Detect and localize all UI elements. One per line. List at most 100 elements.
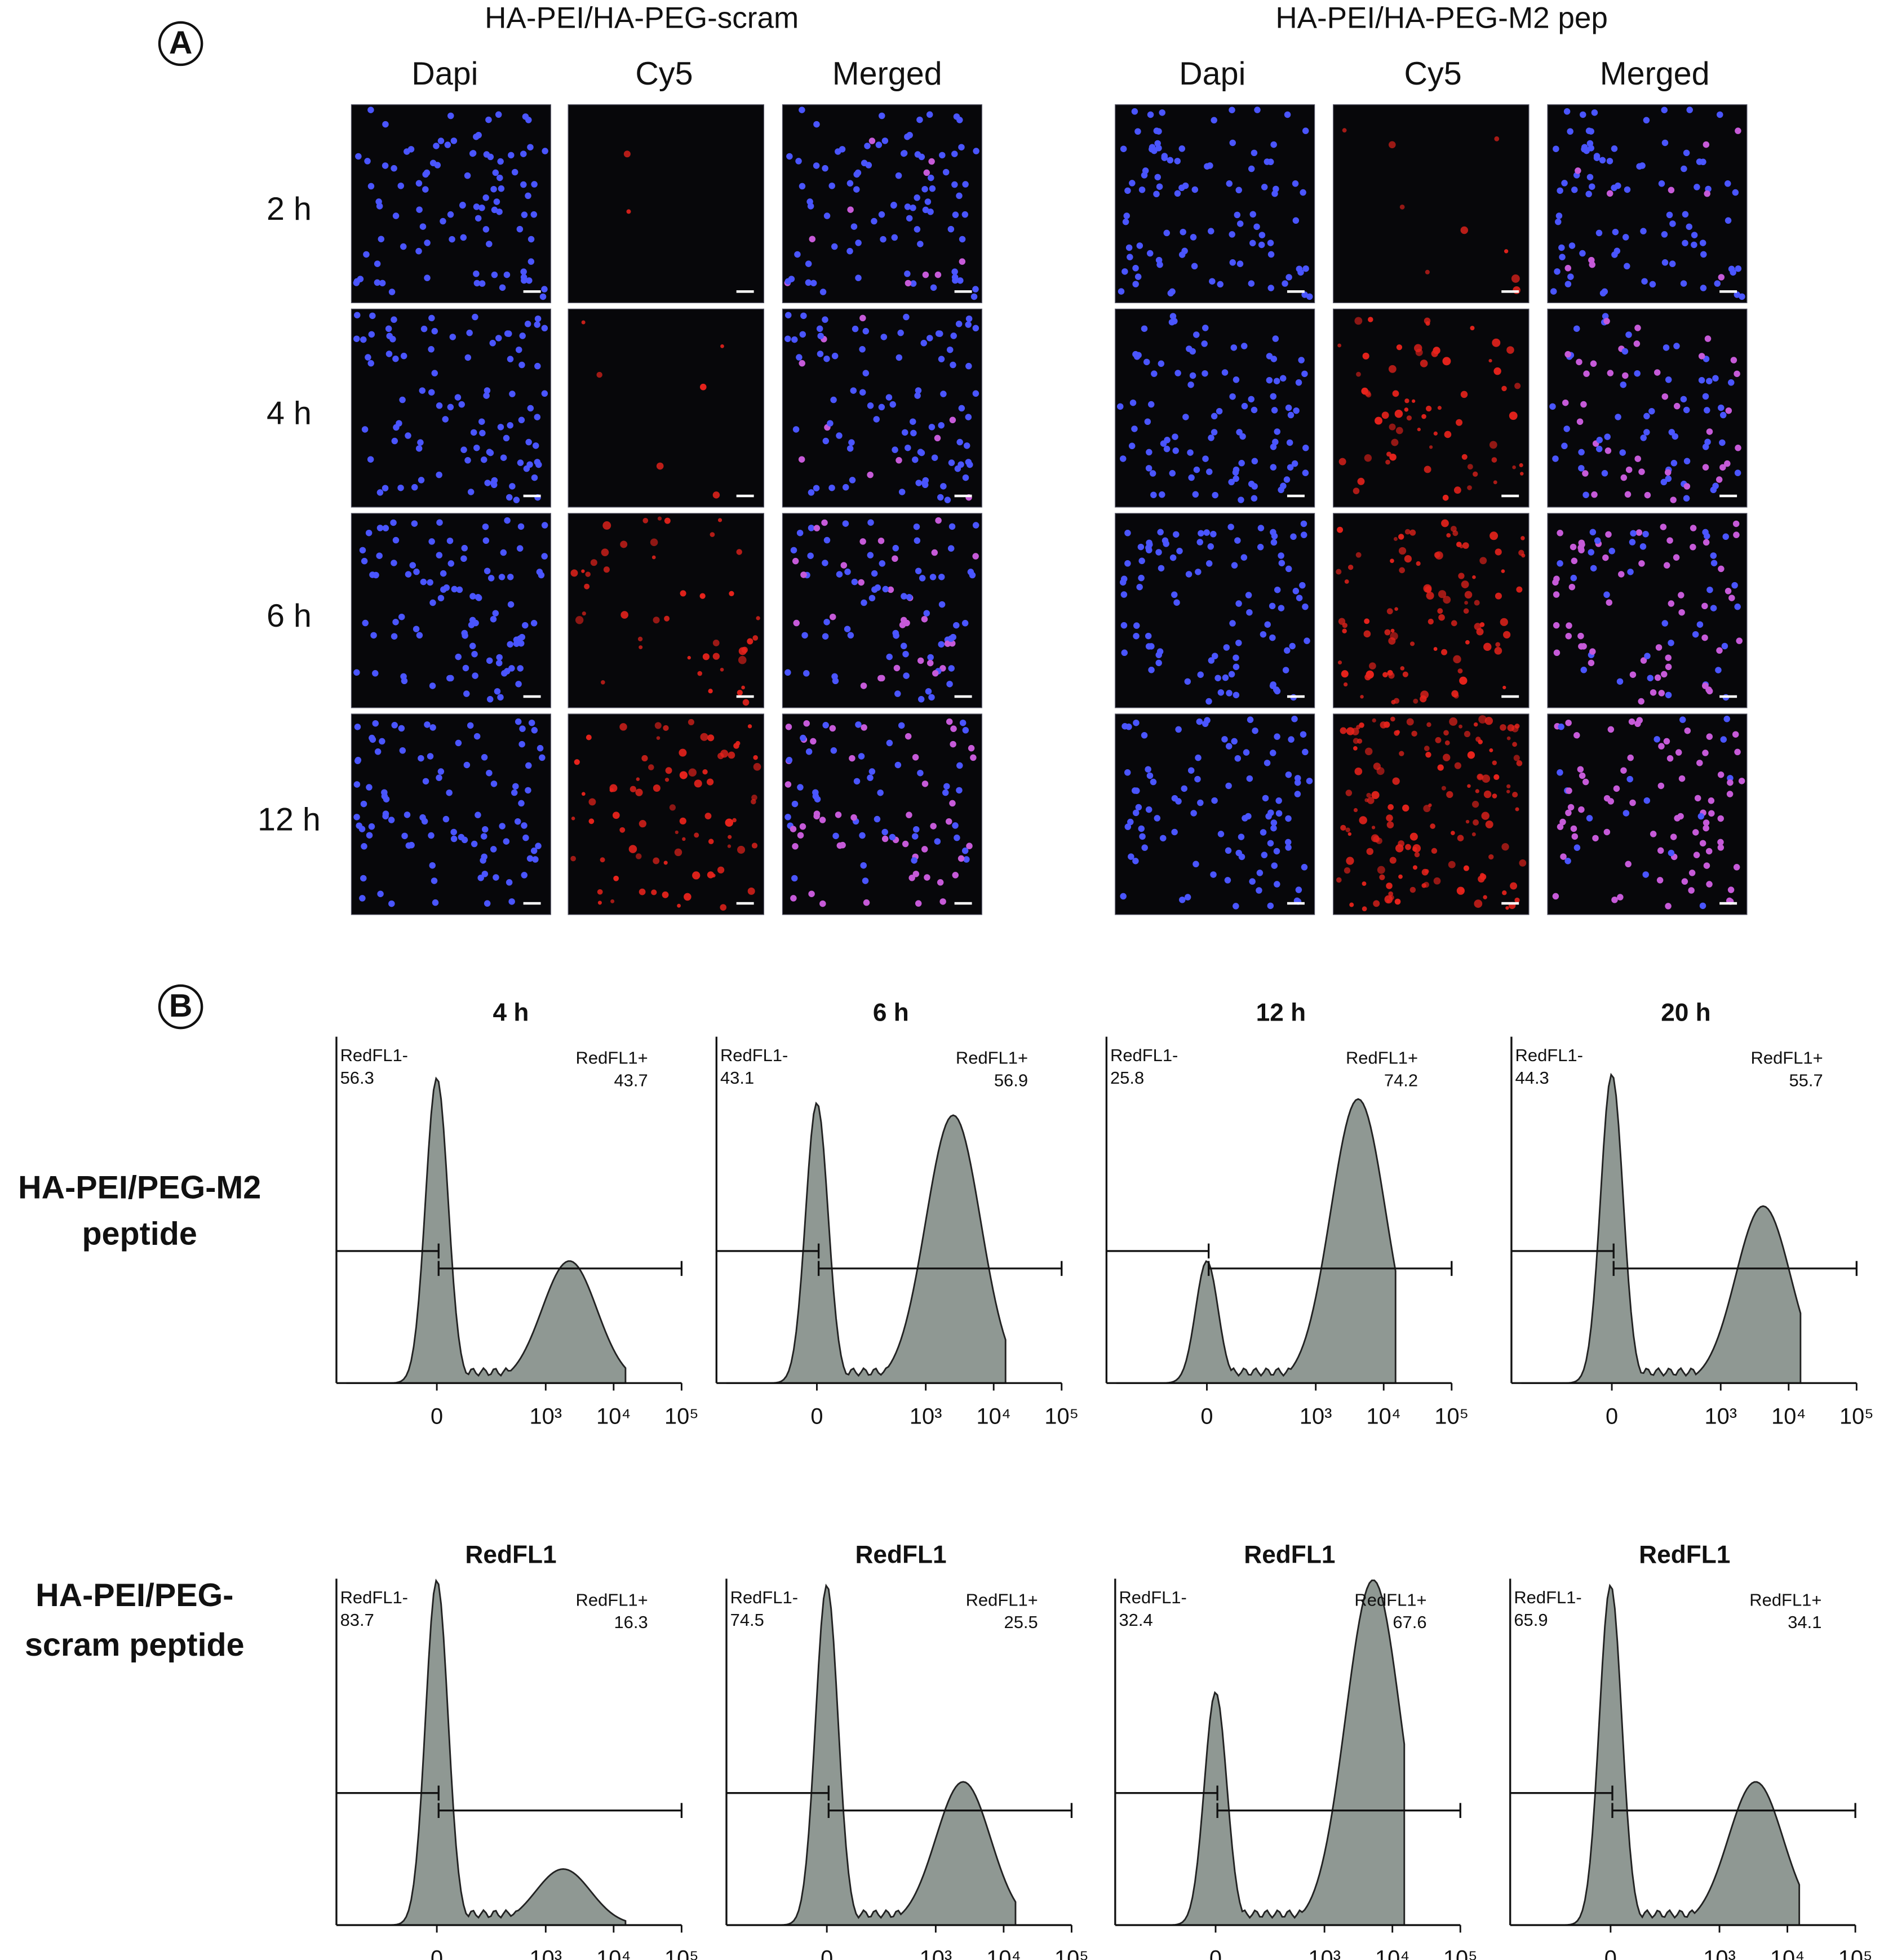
cy5-signal	[570, 569, 578, 577]
nucleus	[1703, 862, 1710, 869]
nucleus	[1235, 640, 1242, 646]
histogram-area	[726, 1101, 1007, 1384]
nucleus	[1267, 240, 1274, 246]
cy5-signal	[747, 638, 753, 645]
nucleus	[398, 725, 405, 732]
cy5-signal	[1495, 592, 1502, 600]
nucleus	[368, 331, 375, 338]
nucleus	[1298, 357, 1305, 363]
nucleus	[486, 769, 493, 777]
x-tick-label: 0	[810, 1404, 823, 1429]
cy5-signal	[712, 491, 720, 499]
column-header: Dapi	[1179, 56, 1245, 92]
nucleus	[455, 653, 462, 660]
nucleus	[910, 205, 916, 211]
nucleus	[1590, 360, 1597, 367]
cy5-signal	[1412, 399, 1416, 403]
nucleus	[835, 148, 841, 155]
nucleus	[1229, 139, 1236, 147]
nucleus	[1712, 482, 1719, 490]
nucleus	[1564, 281, 1572, 287]
nucleus	[1271, 862, 1278, 869]
nucleus	[486, 449, 493, 455]
x-tick-label: 10⁴	[1375, 1946, 1409, 1960]
nucleus	[365, 529, 373, 536]
cy5-signal	[1430, 823, 1435, 829]
cy5-signal	[1344, 579, 1349, 584]
nucleus	[1642, 871, 1649, 878]
nucleus	[885, 394, 893, 401]
nucleus	[1196, 539, 1203, 546]
nucleus	[1665, 654, 1672, 661]
cy5-signal	[679, 817, 686, 825]
nucleus	[464, 457, 471, 464]
nucleus	[480, 833, 487, 840]
nucleus	[374, 748, 382, 755]
nucleus	[1570, 574, 1577, 582]
gate-value: 56.3	[340, 1068, 374, 1088]
nucleus	[1654, 736, 1660, 743]
nucleus	[1577, 766, 1584, 773]
nucleus	[1706, 881, 1713, 888]
nucleus	[1269, 602, 1276, 610]
nucleus	[1550, 288, 1557, 295]
nucleus	[1639, 162, 1646, 169]
cy5-signal	[1464, 730, 1471, 738]
cy5-signal	[1470, 326, 1475, 331]
nucleus	[1284, 111, 1291, 118]
gate-name: RedFL1-	[340, 1587, 408, 1607]
cy5-signal	[1495, 642, 1501, 648]
nucleus	[1162, 537, 1169, 544]
nucleus	[1189, 372, 1196, 379]
nucleus	[443, 584, 450, 591]
nucleus	[1573, 844, 1581, 851]
nucleus	[1578, 806, 1585, 813]
nucleus	[527, 144, 534, 150]
nucleus	[482, 523, 489, 530]
nucleus	[1127, 254, 1133, 260]
nucleus	[956, 192, 963, 199]
micrograph-bg	[1547, 713, 1748, 915]
cy5-signal	[742, 699, 750, 706]
nucleus	[541, 286, 548, 292]
nucleus	[905, 280, 912, 287]
nucleus	[1133, 787, 1140, 794]
cy5-signal	[1442, 494, 1449, 501]
nucleus	[1715, 667, 1722, 673]
nucleus	[1269, 682, 1276, 689]
nucleus	[539, 754, 546, 761]
nucleus	[507, 601, 515, 608]
nucleus	[847, 632, 854, 639]
cy5-signal	[1343, 682, 1348, 687]
cy5-signal	[699, 593, 706, 599]
cy5-signal	[1475, 737, 1481, 742]
nucleus	[361, 426, 369, 433]
nucleus	[911, 857, 917, 864]
cy5-signal	[1502, 890, 1507, 895]
nucleus	[515, 681, 522, 688]
nucleus	[1559, 818, 1566, 826]
cy5-signal	[1425, 752, 1431, 758]
nucleus	[1302, 748, 1309, 756]
nucleus	[1640, 228, 1647, 234]
nucleus	[1234, 211, 1241, 219]
nucleus	[1585, 127, 1593, 134]
nucleus	[1717, 111, 1723, 118]
cy5-signal	[1366, 792, 1372, 798]
nucleus	[1549, 403, 1556, 410]
nucleus	[507, 574, 514, 580]
nucleus	[1734, 370, 1740, 378]
cy5-signal	[1512, 742, 1517, 747]
nucleus	[892, 544, 899, 552]
nucleus	[1710, 605, 1717, 611]
nucleus	[467, 722, 474, 729]
nucleus	[355, 153, 362, 160]
nucleus	[1623, 810, 1630, 817]
nucleus	[1178, 184, 1185, 192]
nucleus	[493, 874, 499, 881]
nucleus	[486, 241, 493, 247]
nucleus	[1571, 833, 1579, 840]
micrograph	[1547, 308, 1748, 508]
nucleus	[886, 739, 893, 747]
nucleus	[948, 523, 956, 530]
